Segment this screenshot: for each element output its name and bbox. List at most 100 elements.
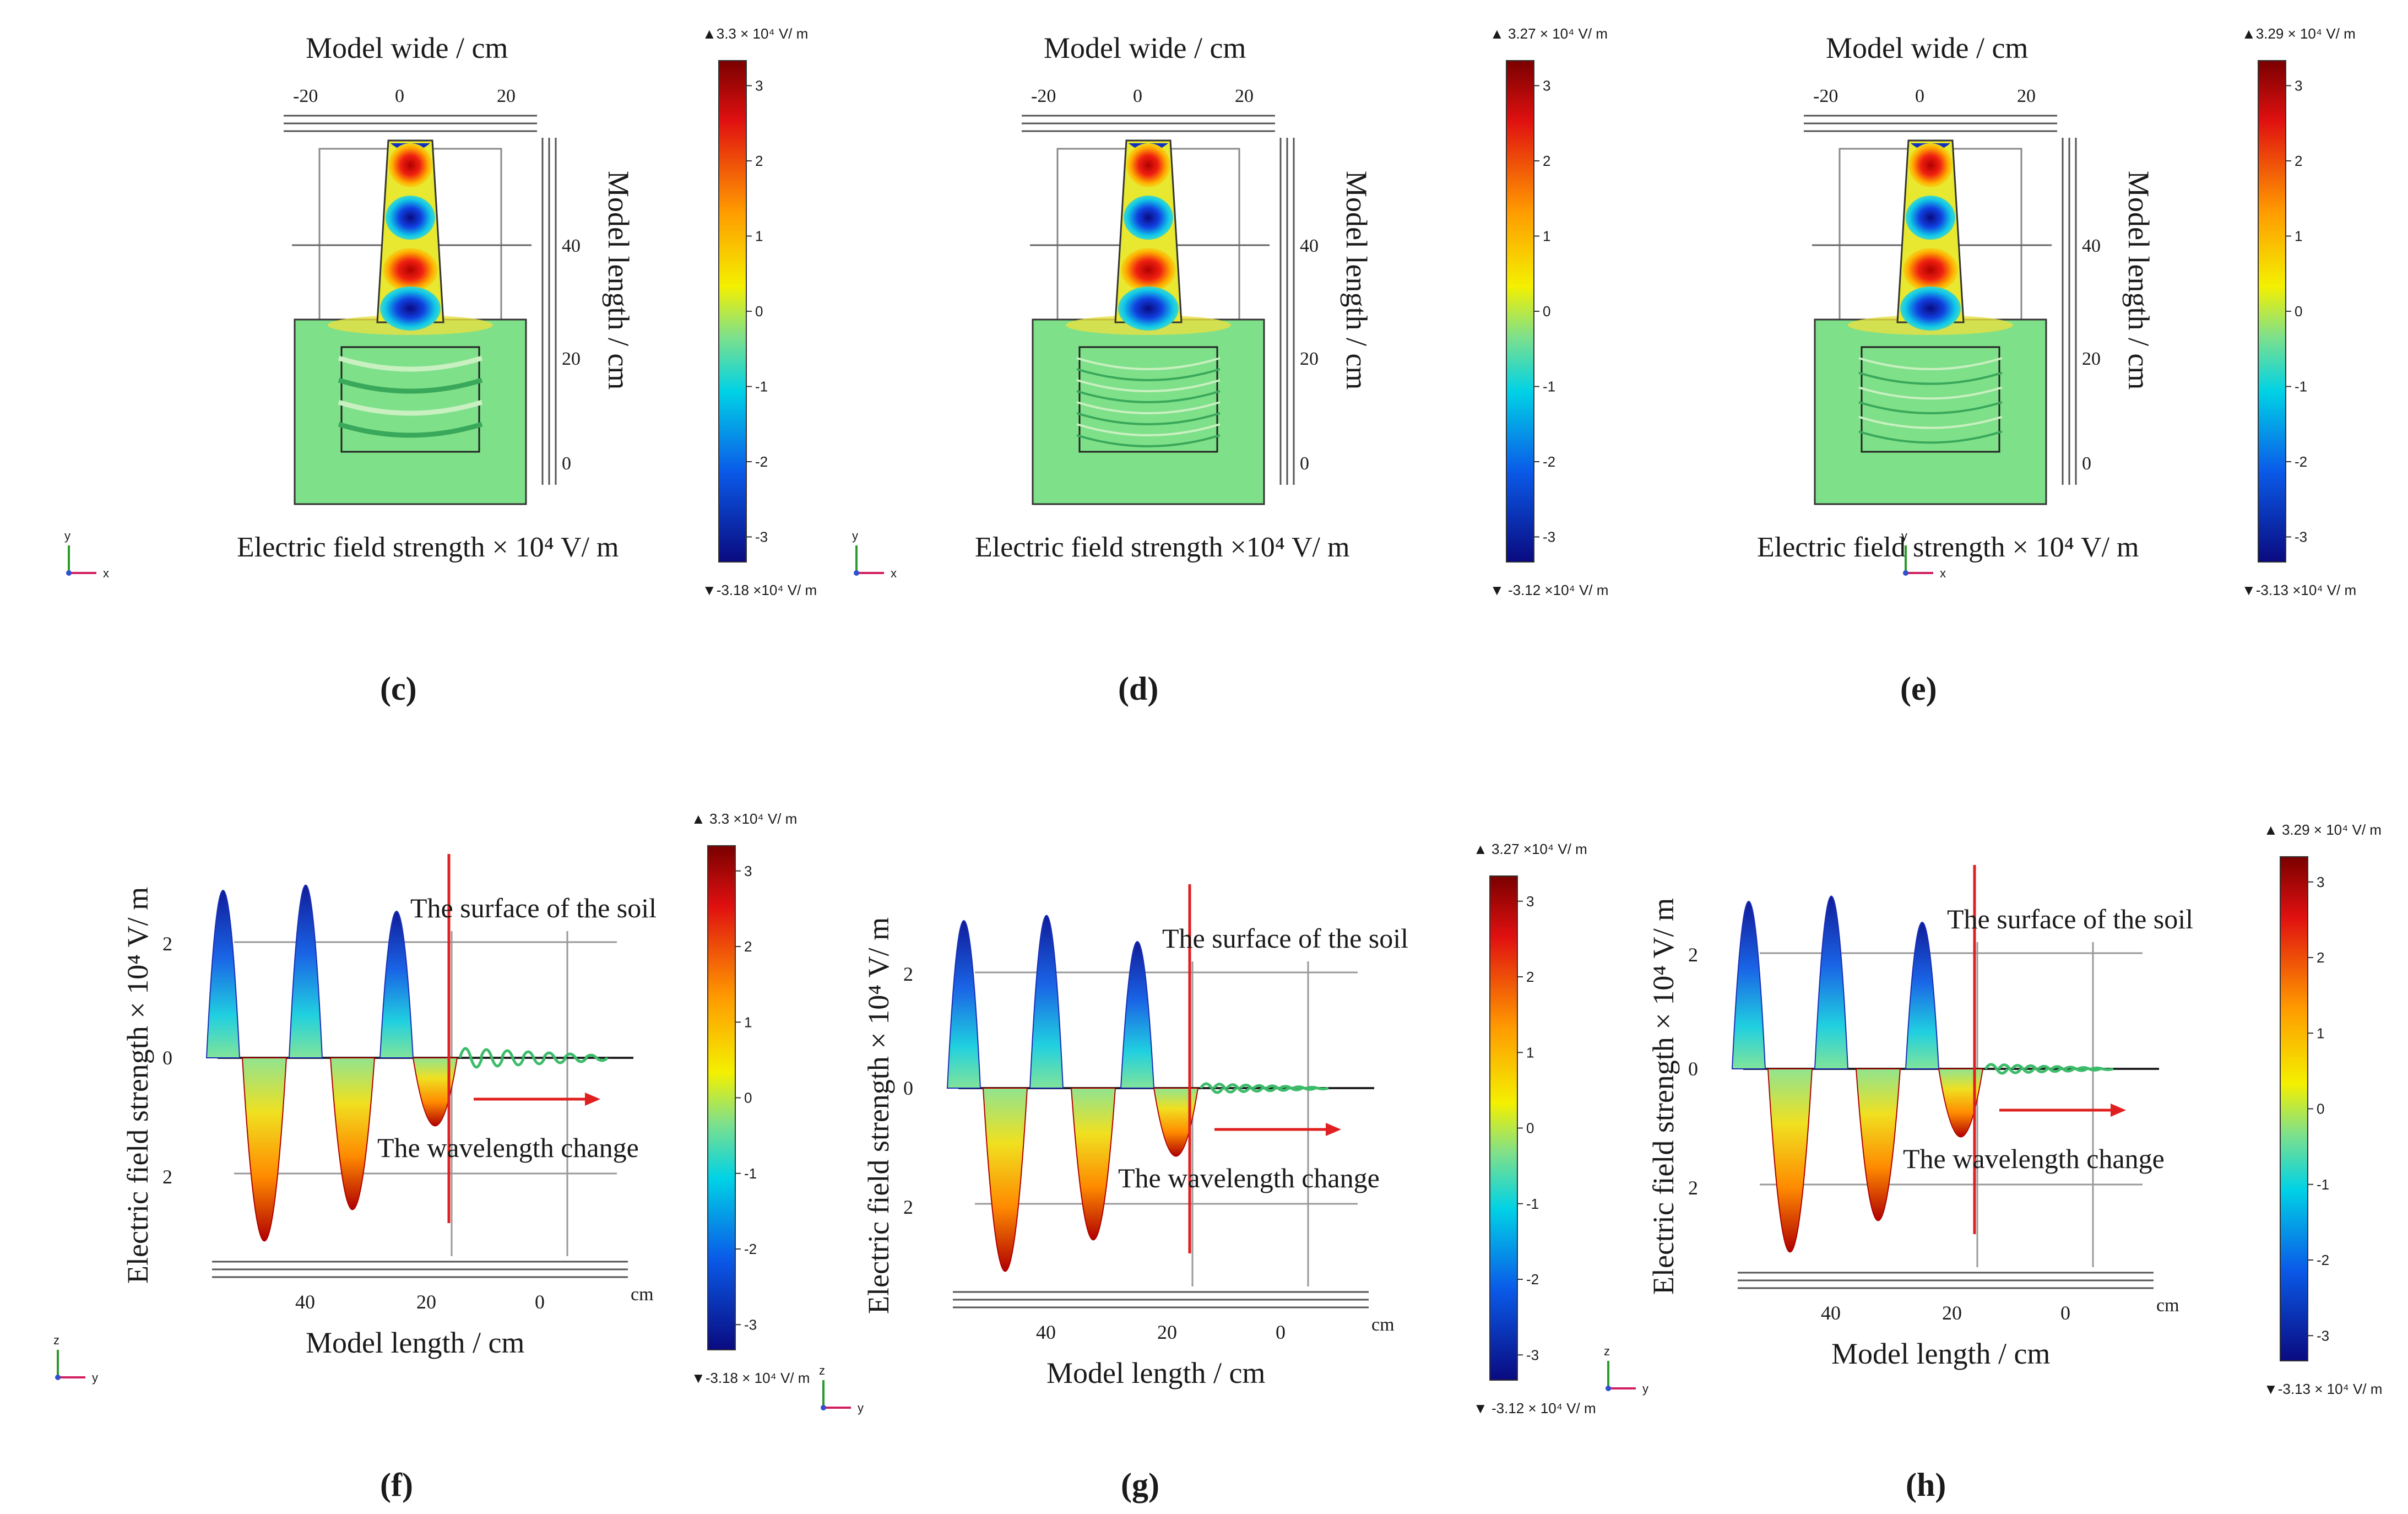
field-peak-positive (1070, 1088, 1116, 1241)
wavelength-annotation: The wavelength change (1118, 1162, 1380, 1193)
field-peak-negative (1120, 941, 1155, 1089)
soil-ripple (1292, 1085, 1316, 1091)
triad-label-horizontal: x (1940, 566, 1946, 580)
x-unit-label: cm (631, 1284, 654, 1305)
x-tick-label: 0 (1276, 1321, 1286, 1343)
colorbar-tick-label: 1 (1526, 1044, 1534, 1061)
colorbar-max-label: ▲ 3.3 ×10⁴ V/ m (691, 810, 797, 827)
bottom-panel-f: The surface of the soil The wavelength ch… (53, 810, 810, 1503)
y-tick-label: 40 (1300, 236, 1319, 256)
colorbar-tick-label: 0 (755, 303, 763, 320)
wavelength-arrow-head (1326, 1123, 1341, 1136)
colorbar-tick-label: -3 (1543, 529, 1555, 545)
negative-field-lobe (1900, 286, 1961, 331)
soil-wave (1076, 390, 1221, 403)
colorbar-tick-label: 0 (2295, 303, 2302, 320)
field-peak-positive (329, 1057, 376, 1210)
soil-ripple (521, 1050, 546, 1066)
x-unit-label: cm (1371, 1315, 1395, 1335)
bottom-panel-g: The surface of the soil The wavelength ch… (819, 841, 1596, 1503)
soil-wave (1076, 357, 1221, 370)
soil-ripple (500, 1049, 525, 1067)
triad-label-vertical: y (852, 529, 858, 543)
triad-origin (66, 570, 72, 576)
soil-wave (1076, 401, 1221, 414)
colorbar-tick-label: 1 (755, 228, 763, 245)
colorbar-gradient (1506, 60, 1534, 563)
colorbar-tick-label: -3 (2295, 529, 2307, 545)
soil-ripple (542, 1051, 567, 1064)
positive-field-lobe (383, 248, 438, 292)
negative-field-lobe (386, 196, 435, 240)
x-tick-label: -20 (1031, 86, 1056, 106)
negative-field-lobe (1124, 196, 1173, 240)
y-tick-label: 20 (2082, 349, 2101, 369)
colorbar-min-label: ▼-3.13 × 10⁴ V/ m (2264, 1381, 2382, 1397)
panel-label: (g) (1121, 1467, 1159, 1503)
soil-ripple (1212, 1083, 1238, 1094)
soil-ripple (2024, 1064, 2048, 1074)
y-tick-label: 40 (562, 236, 581, 256)
soil-ripple (1997, 1063, 2022, 1074)
soil-ripple (2091, 1066, 2114, 1072)
triad-label-vertical: z (53, 1333, 59, 1347)
soil-wave (1858, 430, 2003, 444)
x-tick-label: 40 (1036, 1321, 1056, 1343)
colorbar-tick-label: 3 (1526, 893, 1534, 910)
panel-label: (e) (1900, 671, 1937, 707)
soil-ripple (2011, 1064, 2035, 1074)
field-peak-negative (1905, 922, 1940, 1069)
triad-label-vertical: z (1604, 1344, 1610, 1358)
colorbar-tick-label: 1 (2317, 1025, 2324, 1041)
colorbar-max-label: ▲ 3.27 × 10⁴ V/ m (1490, 25, 1608, 42)
triad-origin (854, 570, 859, 576)
colorbar-tick-label: -1 (755, 378, 768, 395)
colorbar-tick-label: -2 (744, 1241, 757, 1257)
colorbar-min-label: ▼ -3.12 ×10⁴ V/ m (1490, 582, 1608, 598)
colorbar-tick-label: 2 (1543, 153, 1550, 169)
colorbar-min-label: ▼-3.13 ×10⁴ V/ m (2242, 582, 2356, 598)
x-tick-label: 20 (416, 1291, 436, 1313)
colorbar-tick-label: 2 (2317, 949, 2324, 966)
panel-caption: Electric field strength × 10⁴ V/ m (1757, 532, 2139, 563)
colorbar-tick-label: 3 (2295, 78, 2302, 94)
field-peak-positive (1938, 1068, 1984, 1138)
soil-block (1032, 318, 1265, 505)
colorbar-tick-label: 3 (755, 78, 763, 94)
bottom-panel-h: The surface of the soil The wavelength ch… (1604, 821, 2382, 1503)
colorbar-tick-label: -2 (1543, 453, 1555, 470)
field-peak-negative (946, 920, 981, 1089)
y-tick-label: 2 (162, 933, 172, 955)
soil-wave (1076, 434, 1221, 447)
soil-ripple (1226, 1083, 1250, 1093)
soil-wave (338, 421, 483, 438)
colorbar-gradient (707, 845, 736, 1350)
soil-wave (1076, 423, 1221, 436)
y-tick-label: 20 (1300, 349, 1319, 369)
colorbar-tick-label: 0 (744, 1090, 752, 1106)
soil-ripple (2051, 1065, 2075, 1073)
x-unit-label: cm (2156, 1295, 2179, 1316)
y-tick-label: 20 (562, 349, 581, 369)
colorbar-tick-label: -2 (755, 453, 768, 470)
colorbar-tick-label: -3 (755, 529, 768, 545)
x-axis-title: Model length / cm (1831, 1337, 2050, 1370)
negative-field-lobe (1118, 286, 1179, 331)
soil-ripple (2037, 1064, 2062, 1073)
x-axis-title: Model length / cm (1046, 1356, 1265, 1389)
positive-field-lobe (1126, 143, 1170, 187)
x-tick-label: 0 (535, 1291, 545, 1313)
soil-wave (1076, 368, 1221, 381)
colorbar-max-label: ▲ 3.29 × 10⁴ V/ m (2264, 821, 2382, 838)
panel-label: (c) (380, 671, 417, 707)
triad-label-horizontal: y (1642, 1382, 1648, 1396)
wavelength-arrow-head (2111, 1104, 2126, 1117)
colorbar-gradient (1489, 875, 1518, 1381)
colorbar-max-label: ▲3.3 × 10⁴ V/ m (702, 25, 808, 42)
y-axis-title: Model length / cm (602, 171, 635, 390)
colorbar-gradient (2258, 60, 2286, 563)
colorbar-tick-label: -3 (2317, 1327, 2329, 1344)
y-tick-label: 2 (162, 1166, 172, 1188)
